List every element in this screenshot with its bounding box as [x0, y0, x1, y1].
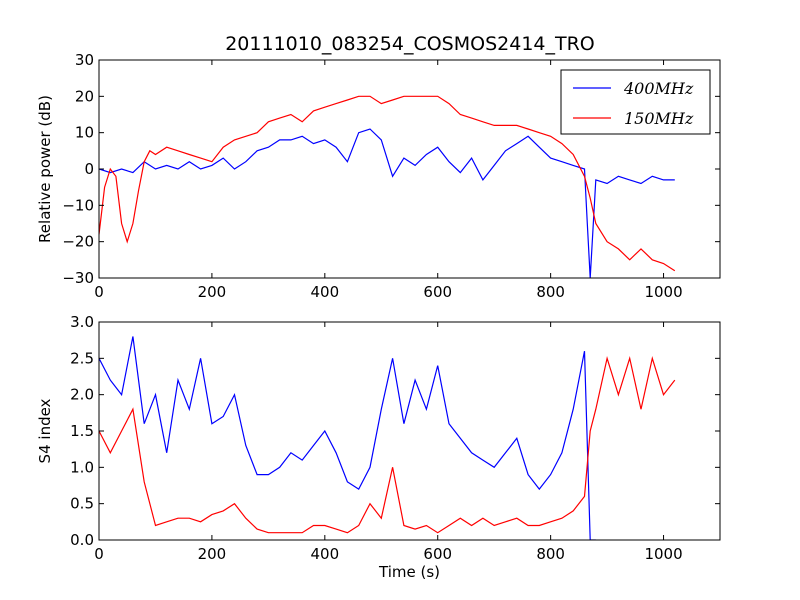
y-tick-label: 1.5: [70, 422, 94, 440]
x-tick-label: 400: [310, 545, 339, 563]
x-tick-label: 1000: [644, 283, 682, 301]
series-line-400mhz: [99, 336, 596, 540]
y-tick-label: 0: [84, 160, 94, 178]
y-tick-label: 1.0: [70, 458, 94, 476]
y-tick-label: −10: [62, 196, 94, 214]
y-axis-label: Relative power (dB): [36, 95, 54, 243]
x-tick-label: 600: [423, 283, 452, 301]
x-axis-label: Time (s): [378, 563, 440, 581]
y-tick-label: 20: [75, 87, 94, 105]
y-tick-label: 10: [75, 124, 94, 142]
legend: 400MHz 150MHz: [560, 69, 711, 135]
y-tick-label: 2.5: [70, 349, 94, 367]
legend-entry: 400MHz: [623, 79, 694, 98]
figure-title: 20111010_083254_COSMOS2414_TRO: [225, 33, 595, 55]
y-tick-label: 0.5: [70, 495, 94, 513]
y-tick-label: 0.0: [70, 531, 94, 549]
x-tick-label: 800: [536, 283, 565, 301]
y-tick-label: −30: [62, 269, 94, 287]
s4-panel: 0 200 400 600 800 1000 0.0 0.5 1.0 1.5 2.0 2.5 3.0 S4…: [36, 313, 721, 581]
series-line-150mhz: [99, 355, 676, 534]
y-tick-label: −20: [62, 233, 94, 251]
y-tick-label: 2.0: [70, 386, 94, 404]
x-tick-label: 200: [198, 545, 227, 563]
series-line-400mhz: [99, 128, 675, 278]
series-line-150mhz: [99, 95, 676, 272]
x-tick-label: 0: [94, 545, 104, 563]
x-tick-label: 400: [310, 283, 339, 301]
axes-frame: [98, 321, 721, 541]
power-panel: 0 200 400 600 800 1000 −30 −20 −10 0 10 20 30 Relativ…: [36, 51, 721, 301]
x-tick-label: 1000: [644, 545, 682, 563]
legend-entry: 150MHz: [624, 109, 694, 128]
y-tick-label: 30: [75, 51, 94, 69]
x-tick-label: 200: [198, 283, 227, 301]
x-tick-label: 600: [423, 545, 452, 563]
x-tick-label: 0: [94, 283, 104, 301]
x-tick-label: 800: [536, 545, 565, 563]
y-tick-label: 3.0: [70, 313, 94, 331]
y-axis-label: S4 index: [36, 398, 54, 463]
